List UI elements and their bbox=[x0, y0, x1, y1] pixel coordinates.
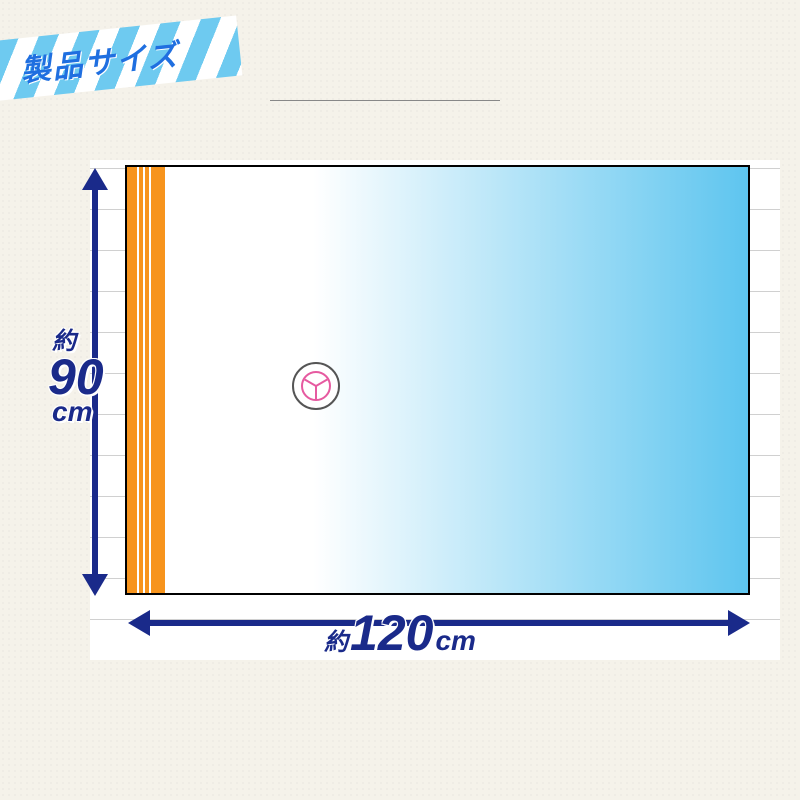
valve-spoke bbox=[316, 379, 328, 387]
valve-spoke bbox=[315, 386, 317, 399]
header-divider bbox=[270, 100, 500, 101]
seal-line bbox=[143, 167, 145, 593]
seal-strip bbox=[127, 167, 165, 593]
valve-icon bbox=[292, 362, 340, 410]
width-value: 120 bbox=[350, 608, 433, 658]
seal-line bbox=[137, 167, 139, 593]
seal-line bbox=[149, 167, 151, 593]
width-label: 約 120 cm bbox=[324, 608, 476, 658]
valve-spoke bbox=[304, 379, 316, 387]
product-bag bbox=[125, 165, 750, 595]
height-label: 約 90 cm bbox=[48, 330, 128, 426]
width-unit: cm bbox=[435, 627, 475, 655]
title-ribbon: 製品サイズ bbox=[0, 16, 242, 105]
height-unit: cm bbox=[52, 398, 128, 426]
size-diagram: 約 90 cm 約 120 cm bbox=[40, 160, 760, 720]
width-prefix: 約 bbox=[324, 631, 348, 655]
title-text: 製品サイズ bbox=[18, 30, 181, 90]
